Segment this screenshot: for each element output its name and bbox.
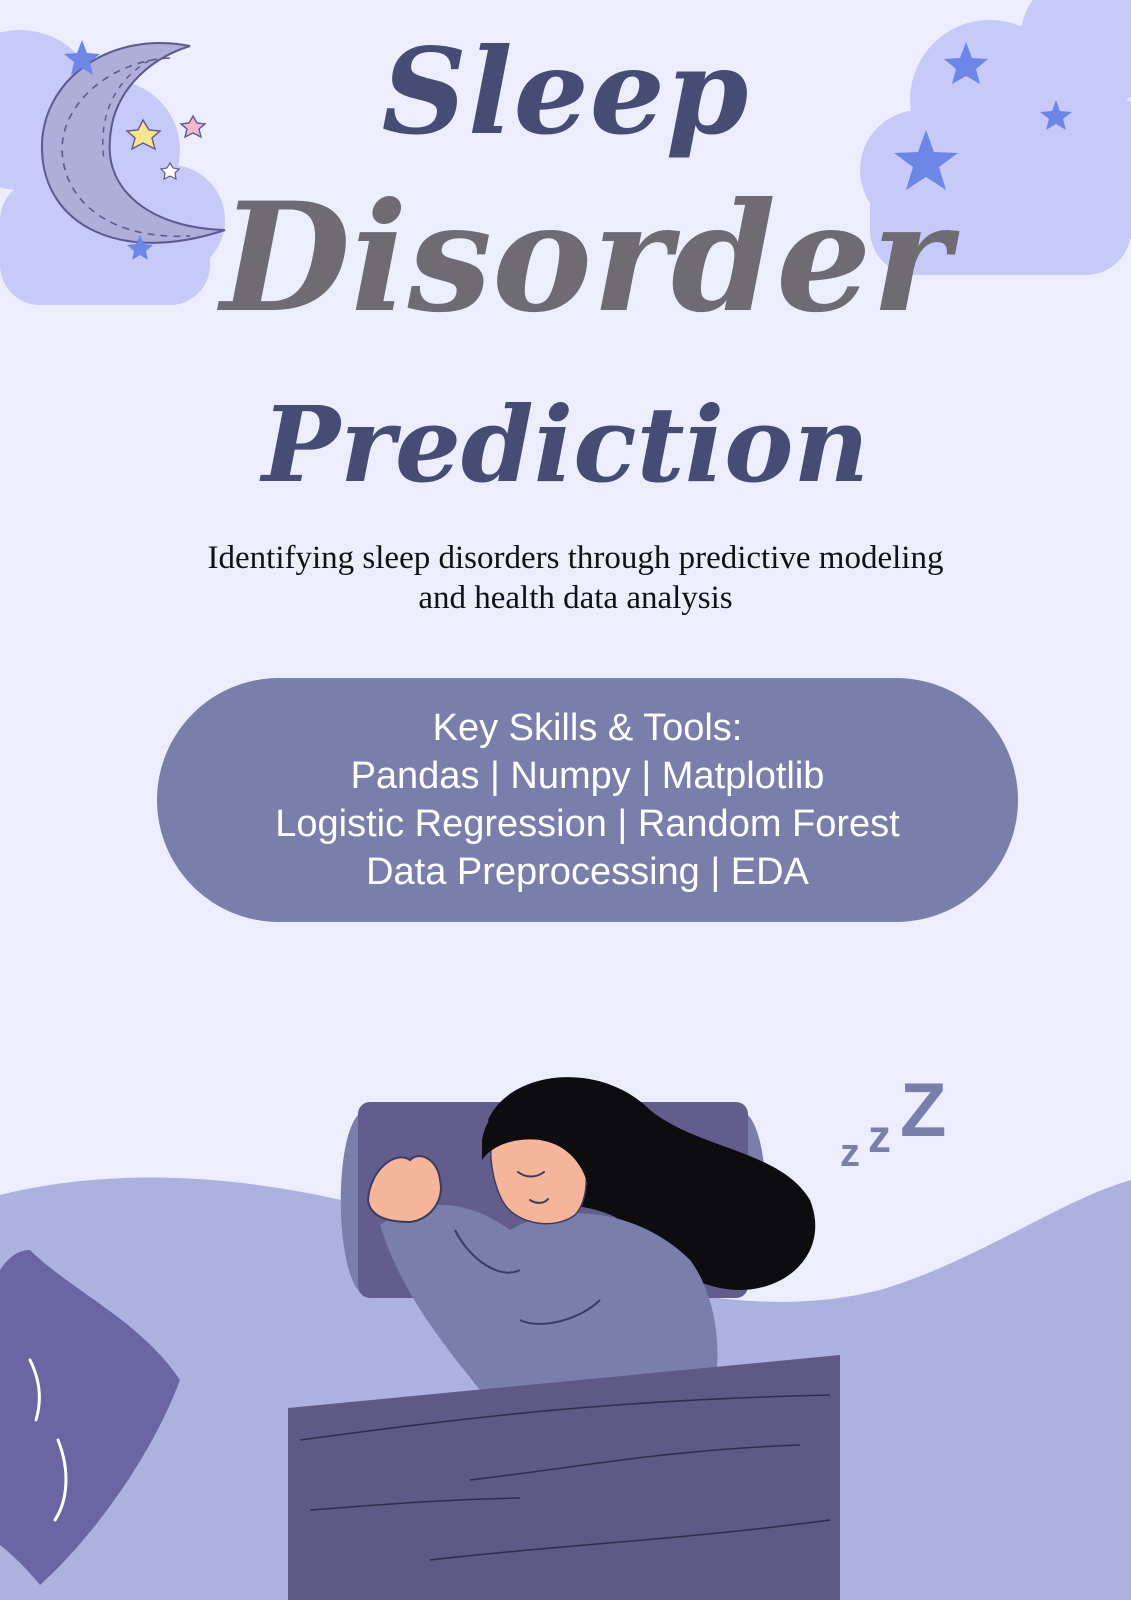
blanket-icon [288,1355,840,1600]
moon-icon [40,42,226,244]
skills-line-3: Data Preprocessing | EDA [366,851,809,893]
page-title-disorder: Disorder [220,170,951,346]
sleeping-woman-illustration [366,1077,816,1390]
snore-z-small: z [840,1131,860,1175]
skills-line-2: Logistic Regression | Random Forest [275,803,900,845]
skills-line-1: Pandas | Numpy | Matplotlib [350,755,825,797]
page-title-sleep: Sleep [381,22,750,161]
skills-heading: Key Skills & Tools: [432,707,743,749]
subtitle-line-2: and health data analysis [418,580,733,616]
snore-z-icon: z z Z [840,1068,946,1175]
snore-z-large: Z [900,1068,946,1153]
star-icon [125,114,207,181]
snore-z-medium: z [868,1110,891,1162]
subtitle-line-1: Identifying sleep disorders through pred… [207,540,944,576]
pillow-icon [0,1250,180,1585]
star-icon [64,40,1072,260]
skills-panel: Key Skills & Tools: Pandas | Numpy | Mat… [157,678,1018,922]
subtitle: Identifying sleep disorders through pred… [140,538,1011,618]
page-title-prediction: Prediction [261,383,870,506]
